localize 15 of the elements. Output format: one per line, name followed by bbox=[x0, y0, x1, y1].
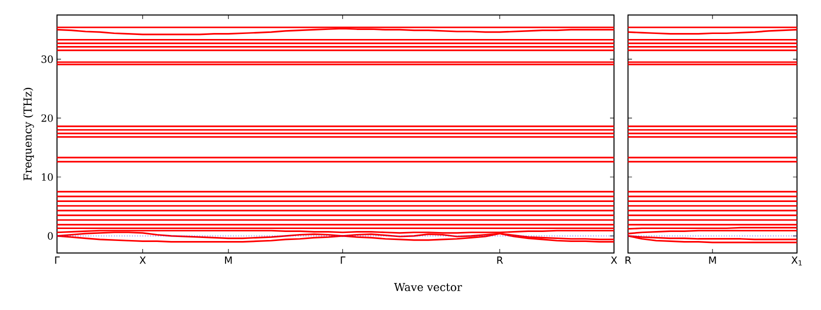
x-tick-label: X$_{1}$ bbox=[791, 256, 802, 266]
x-tick-label: X bbox=[140, 256, 146, 264]
x-tick-label: R bbox=[497, 256, 503, 264]
y-tick-label: 10 bbox=[42, 173, 53, 181]
y-tick-label: 20 bbox=[41, 114, 53, 122]
y-axis-title: Frequency (THz) bbox=[23, 88, 34, 180]
x-tick-label: Γ bbox=[340, 256, 346, 264]
y-tick-label: 0 bbox=[48, 232, 53, 240]
x-axis-title: Wave vector bbox=[394, 283, 462, 292]
x-tick-label: Γ bbox=[55, 256, 60, 264]
x-tick-label: M bbox=[225, 256, 232, 264]
x-tick-label: M bbox=[709, 256, 716, 264]
x-tick-label: R bbox=[626, 256, 632, 264]
x-tick-label: X bbox=[610, 256, 618, 264]
y-tick-label: 30 bbox=[42, 55, 53, 63]
